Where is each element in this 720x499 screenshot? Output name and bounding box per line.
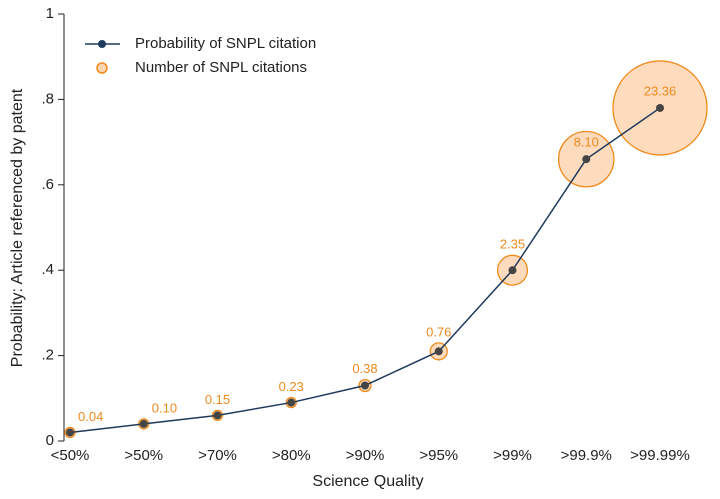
- point: [287, 398, 296, 407]
- data-label: 0.76: [426, 324, 451, 339]
- data-label: 0.04: [78, 409, 103, 424]
- x-tick-label: >99%: [493, 447, 532, 464]
- point: [213, 411, 222, 420]
- point: [434, 347, 443, 356]
- x-tick-label: >70%: [198, 447, 237, 464]
- data-label: 2.35: [500, 237, 525, 252]
- y-axis-label: Probability: Article referenced by paten…: [9, 88, 26, 367]
- data-label: 8.10: [574, 135, 599, 150]
- data-label: 0.23: [279, 379, 304, 394]
- x-tick-label: >80%: [272, 447, 311, 464]
- point: [582, 155, 591, 164]
- point: [361, 381, 369, 390]
- y-tick-label: 1: [46, 5, 54, 22]
- data-label: 0.10: [152, 400, 177, 415]
- x-tick-label: >50%: [124, 447, 163, 464]
- y-tick-label: .4: [41, 261, 54, 278]
- point: [66, 428, 74, 437]
- x-tick-label: >90%: [346, 447, 385, 464]
- legend-label: Probability of SNPL citation: [135, 35, 316, 52]
- y-tick-label: .6: [41, 176, 54, 193]
- y-tick-label: .2: [41, 347, 54, 364]
- x-axis-label: Science Quality: [312, 473, 423, 490]
- legend-label: Number of SNPL citations: [135, 59, 307, 76]
- x-tick-label: <50%: [51, 447, 90, 464]
- data-label: 0.38: [352, 361, 377, 376]
- y-tick-label: 0: [46, 432, 54, 449]
- legend-marker: [98, 40, 106, 48]
- point: [508, 266, 517, 275]
- point: [139, 419, 148, 428]
- x-tick-label: >95%: [419, 447, 458, 464]
- x-tick-label: >99.9%: [561, 447, 612, 464]
- legend-marker: [96, 62, 108, 74]
- point: [656, 103, 664, 112]
- x-tick-label: >99.99%: [630, 447, 690, 464]
- data-label: 23.36: [644, 83, 677, 98]
- data-label: 0.15: [205, 392, 230, 407]
- y-tick-label: .8: [41, 90, 54, 107]
